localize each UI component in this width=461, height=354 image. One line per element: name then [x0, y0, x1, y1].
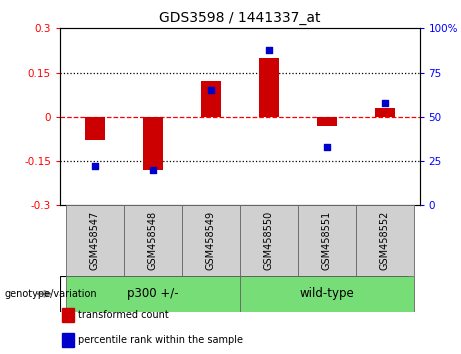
Bar [240, 205, 298, 276]
Bar [142, 117, 163, 170]
Bar [317, 117, 337, 126]
Text: genotype/variation: genotype/variation [5, 289, 97, 299]
Bar [356, 205, 414, 276]
Point [265, 47, 272, 52]
Bar [259, 58, 279, 117]
Bar [182, 205, 240, 276]
Bar [66, 276, 240, 312]
Bar [124, 205, 182, 276]
Bar [298, 205, 356, 276]
Text: GSM458552: GSM458552 [380, 211, 390, 270]
Text: GSM458548: GSM458548 [148, 211, 158, 270]
Point [381, 100, 389, 105]
Bar [66, 205, 124, 276]
Point [149, 167, 156, 173]
Text: GSM458549: GSM458549 [206, 211, 216, 270]
Text: wild-type: wild-type [299, 287, 354, 300]
Text: GSM458547: GSM458547 [90, 211, 100, 270]
Text: percentile rank within the sample: percentile rank within the sample [78, 335, 243, 345]
Bar [84, 117, 105, 141]
Text: p300 +/-: p300 +/- [127, 287, 178, 300]
Text: transformed count: transformed count [78, 310, 169, 320]
Text: GSM458550: GSM458550 [264, 211, 274, 270]
Text: GSM458551: GSM458551 [322, 211, 332, 270]
Point [91, 164, 98, 169]
Point [207, 87, 214, 93]
Point [323, 144, 331, 150]
Bar [201, 81, 221, 117]
Title: GDS3598 / 1441337_at: GDS3598 / 1441337_at [159, 11, 320, 24]
Bar [240, 276, 414, 312]
Bar [374, 108, 395, 117]
